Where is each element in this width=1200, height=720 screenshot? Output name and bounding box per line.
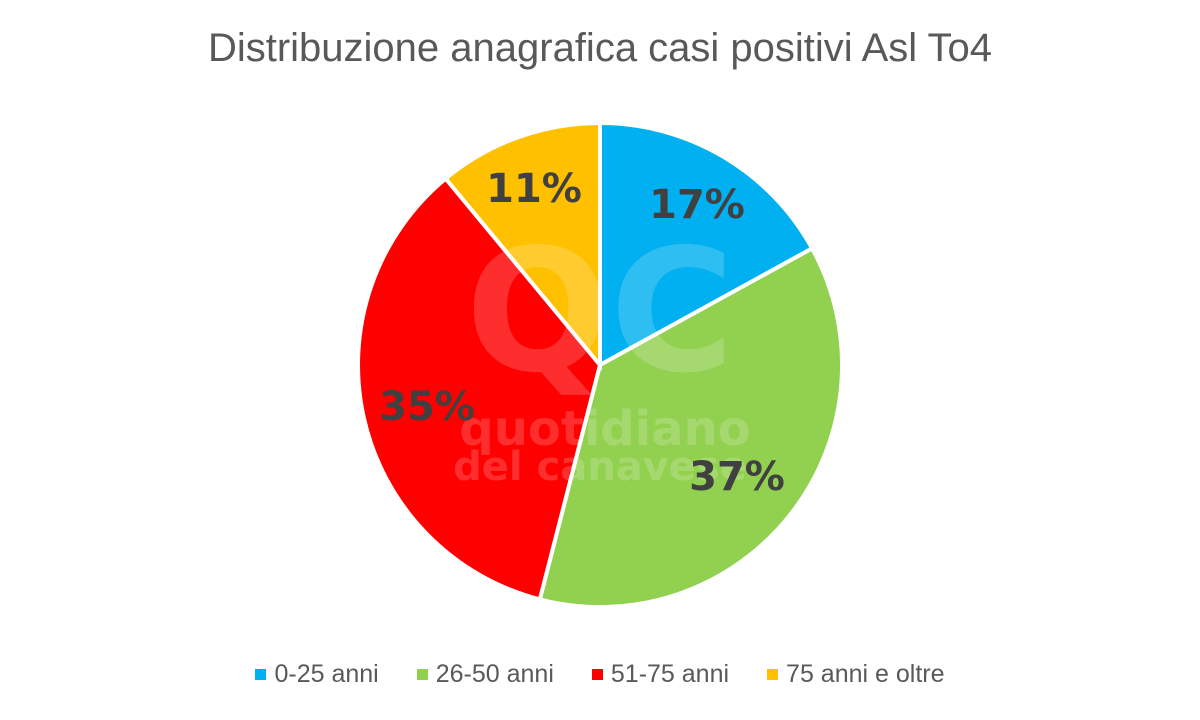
- legend-item-51-75[interactable]: 51-75 anni: [591, 660, 730, 689]
- legend-label: 75 anni e oltre: [786, 660, 945, 688]
- legend-swatch-icon: [591, 669, 603, 680]
- slice-51-75[interactable]: [356, 175, 603, 602]
- legend: 0-25 anni 26-50 anni 51-75 anni 75 anni …: [0, 660, 1200, 689]
- legend-swatch-icon: [416, 669, 428, 680]
- chart-title: Distribuzione anagrafica casi positivi A…: [207, 26, 993, 70]
- svg-text:del canavese: del canavese: [453, 444, 747, 490]
- slice-0-25[interactable]: [598, 120, 815, 369]
- legend-item-0-25[interactable]: 0-25 anni: [255, 660, 379, 689]
- legend-item-26-50[interactable]: 26-50 anni: [416, 660, 554, 689]
- svg-text:quotidiano: quotidiano: [459, 401, 750, 457]
- legend-label: 51-75 anni: [610, 660, 730, 688]
- slice-26-50[interactable]: [537, 245, 844, 610]
- legend-swatch-icon: [767, 669, 779, 680]
- svg-text:QC: QC: [465, 213, 734, 411]
- legend-swatch-icon: [255, 669, 267, 680]
- slice-75-plus[interactable]: [442, 120, 602, 371]
- legend-label: 0-25 anni: [274, 660, 379, 688]
- legend-item-75-plus[interactable]: 75 anni e oltre: [767, 660, 945, 689]
- label-26-50: 37%: [689, 454, 785, 500]
- watermark: QC quotidiano del canavese: [453, 213, 750, 490]
- legend-label: 26-50 anni: [435, 660, 554, 688]
- label-75-plus: 11%: [486, 166, 582, 212]
- label-51-75: 35%: [379, 384, 475, 430]
- label-0-25: 17%: [649, 182, 745, 228]
